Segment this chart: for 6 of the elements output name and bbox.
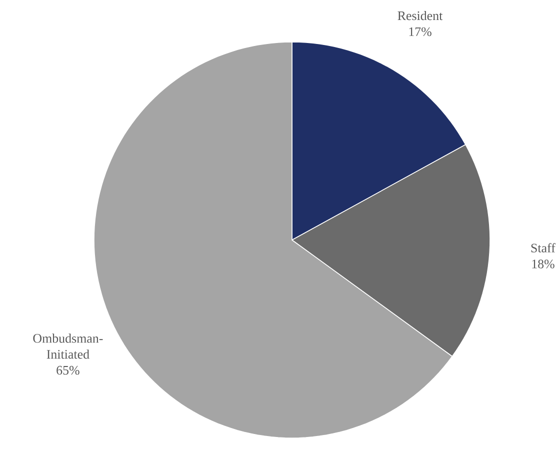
- data-label: 18%: [532, 260, 554, 268]
- slice-label: Ombudsman-Initiated: [33, 334, 103, 359]
- slice-label: Resident: [398, 11, 443, 20]
- data-label: 65%: [56, 366, 80, 375]
- slice-label: Staff: [531, 243, 556, 252]
- data-label: 17%: [409, 27, 432, 36]
